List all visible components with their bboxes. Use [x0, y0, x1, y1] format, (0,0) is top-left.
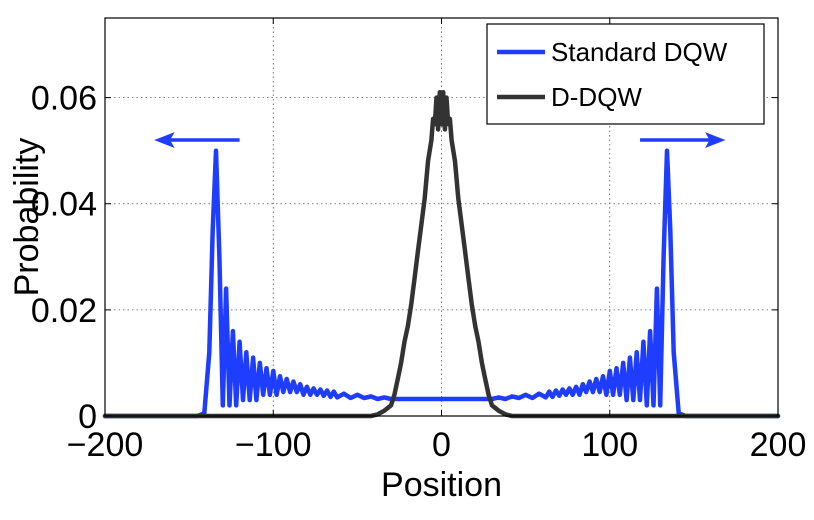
x-tick-label: −200 — [67, 426, 144, 464]
annotations — [154, 132, 726, 149]
y-tick-label: 0.06 — [31, 80, 97, 118]
grid — [105, 18, 778, 416]
y-tick-label: 0.02 — [31, 292, 97, 330]
axis-ticks: −200 −100 0 100 200 0 0.02 0.04 0.06 — [31, 18, 807, 464]
arrow-left-icon — [154, 132, 175, 149]
y-axis-title: Probability — [8, 138, 46, 297]
x-tick-label: −100 — [235, 426, 312, 464]
series-line-d-dqw — [102, 90, 781, 419]
x-tick-label: 100 — [581, 426, 638, 464]
series-line-standard-dqw — [102, 148, 781, 419]
y-tick-label: 0 — [78, 398, 97, 436]
x-axis-title: Position — [381, 466, 502, 504]
legend-label-standard-dqw: Standard DQW — [551, 37, 728, 67]
x-tick-label: 200 — [750, 426, 807, 464]
series-group — [102, 90, 781, 419]
legend-label-d-dqw: D-DQW — [551, 82, 642, 112]
y-tick-label: 0.04 — [31, 186, 97, 224]
legend: Standard DQW D-DQW — [486, 23, 765, 125]
legend-box — [486, 23, 765, 125]
arrow-right-icon — [705, 132, 726, 149]
x-tick-label: 0 — [432, 426, 451, 464]
